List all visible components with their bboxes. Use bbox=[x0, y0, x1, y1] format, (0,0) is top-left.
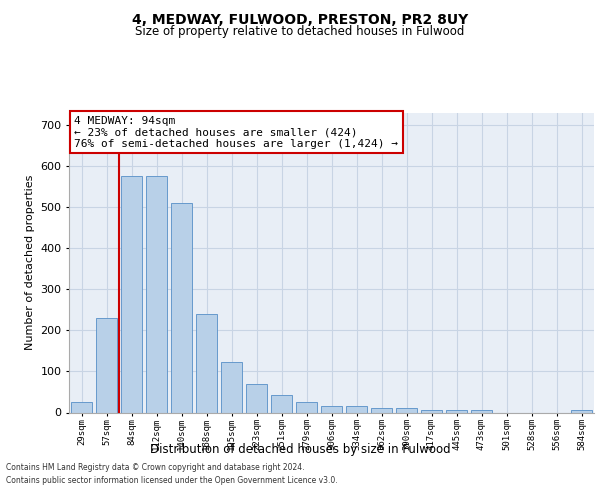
Text: 4 MEDWAY: 94sqm
← 23% of detached houses are smaller (424)
76% of semi-detached : 4 MEDWAY: 94sqm ← 23% of detached houses… bbox=[74, 116, 398, 148]
Text: 4, MEDWAY, FULWOOD, PRESTON, PR2 8UY: 4, MEDWAY, FULWOOD, PRESTON, PR2 8UY bbox=[132, 12, 468, 26]
Bar bbox=[371, 408, 392, 412]
Bar bbox=[346, 406, 367, 412]
Bar bbox=[246, 384, 267, 412]
Text: Size of property relative to detached houses in Fulwood: Size of property relative to detached ho… bbox=[136, 25, 464, 38]
Bar bbox=[221, 362, 242, 412]
Bar bbox=[271, 395, 292, 412]
Bar bbox=[421, 410, 442, 412]
Text: Contains public sector information licensed under the Open Government Licence v3: Contains public sector information licen… bbox=[6, 476, 338, 485]
Bar bbox=[171, 203, 192, 412]
Y-axis label: Number of detached properties: Number of detached properties bbox=[25, 175, 35, 350]
Bar bbox=[571, 410, 592, 412]
Bar bbox=[146, 176, 167, 412]
Bar bbox=[396, 408, 417, 412]
Text: Distribution of detached houses by size in Fulwood: Distribution of detached houses by size … bbox=[149, 442, 451, 456]
Bar bbox=[121, 176, 142, 412]
Text: Contains HM Land Registry data © Crown copyright and database right 2024.: Contains HM Land Registry data © Crown c… bbox=[6, 464, 305, 472]
Bar bbox=[71, 402, 92, 412]
Bar bbox=[96, 318, 117, 412]
Bar bbox=[296, 402, 317, 412]
Bar bbox=[446, 410, 467, 412]
Bar bbox=[196, 314, 217, 412]
Bar bbox=[321, 406, 342, 412]
Bar bbox=[471, 410, 492, 412]
